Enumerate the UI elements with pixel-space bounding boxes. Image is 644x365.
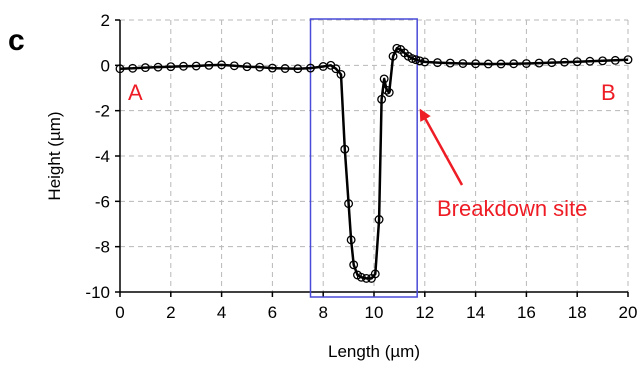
data-point	[166, 62, 176, 72]
point-a-label: A	[128, 80, 143, 105]
series-height-profile	[115, 43, 633, 283]
x-tick-label: 8	[318, 303, 327, 322]
data-point	[560, 57, 569, 67]
x-tick-label: 0	[115, 303, 124, 322]
data-point	[370, 269, 380, 279]
data-point	[379, 74, 389, 84]
x-tick-label: 16	[517, 303, 536, 322]
x-tick-label: 18	[568, 303, 587, 322]
y-tick-label: -10	[85, 283, 110, 302]
data-point	[191, 61, 201, 71]
y-tick-label: -8	[95, 238, 110, 257]
grid	[120, 19, 629, 292]
y-tick-label: -6	[95, 192, 110, 211]
x-tick-label: 12	[415, 303, 434, 322]
data-point	[598, 56, 608, 66]
data-point	[411, 55, 421, 65]
data-point	[306, 63, 315, 73]
data-point	[521, 59, 531, 68]
data-point	[420, 57, 430, 67]
data-point	[585, 56, 595, 66]
x-axis-label: Length (µm)	[328, 342, 420, 361]
data-point	[445, 58, 455, 68]
data-point	[374, 215, 384, 224]
data-point	[361, 273, 371, 283]
data-point	[415, 56, 425, 66]
y-axis-label: Height (µm)	[45, 111, 64, 200]
data-point	[255, 62, 265, 72]
data-point	[204, 60, 214, 70]
x-tick-label: 10	[365, 303, 384, 322]
data-point	[483, 59, 493, 69]
data-point	[331, 64, 341, 74]
data-point	[349, 260, 359, 270]
data-point	[242, 62, 252, 72]
data-point	[280, 64, 290, 73]
y-tick-label: -4	[95, 147, 110, 166]
y-tick-label: -2	[95, 102, 110, 121]
data-point	[229, 61, 239, 71]
data-point	[572, 57, 582, 67]
data-point	[509, 59, 519, 69]
x-tick-label: 20	[619, 303, 638, 322]
breakdown-highlight-box	[309, 18, 418, 298]
data-point	[140, 63, 150, 73]
data-point	[336, 69, 346, 79]
x-tick-label: 14	[466, 303, 485, 322]
data-point	[267, 63, 277, 73]
data-point	[115, 64, 125, 74]
data-point	[496, 59, 506, 69]
data-point	[382, 85, 392, 95]
data-point	[534, 58, 544, 68]
breakdown-site-label: Breakdown site	[437, 196, 587, 221]
y-tick-label: 2	[101, 11, 110, 30]
data-point	[433, 58, 442, 68]
data-point	[217, 60, 227, 70]
data-point	[458, 59, 468, 68]
panel-label: c	[8, 24, 25, 57]
x-tick-label: 6	[268, 303, 277, 322]
y-tick-labels: 2 0 -2 -4 -6 -8 -10	[85, 11, 110, 302]
data-point	[547, 58, 557, 68]
point-b-label: B	[601, 80, 616, 105]
data-point	[153, 62, 163, 72]
breakdown-arrow	[419, 108, 464, 186]
data-point	[388, 51, 398, 61]
x-tick-label: 2	[166, 303, 175, 322]
data-point	[128, 63, 138, 73]
data-point	[392, 43, 402, 53]
data-point	[384, 88, 394, 97]
x-tick-label: 4	[217, 303, 226, 322]
y-tick-label: 0	[101, 56, 110, 75]
data-point	[356, 272, 366, 282]
x-tick-labels: 0 2 4 6 8 10 12 14 16 18 20	[115, 303, 637, 322]
data-point	[623, 55, 633, 65]
data-point	[293, 64, 303, 74]
data-point	[344, 199, 354, 209]
series-line	[119, 47, 629, 280]
data-point	[346, 235, 356, 245]
data-point	[377, 94, 387, 104]
data-point	[340, 144, 350, 154]
data-point	[471, 59, 481, 69]
data-point	[179, 61, 188, 71]
data-point	[610, 55, 620, 65]
